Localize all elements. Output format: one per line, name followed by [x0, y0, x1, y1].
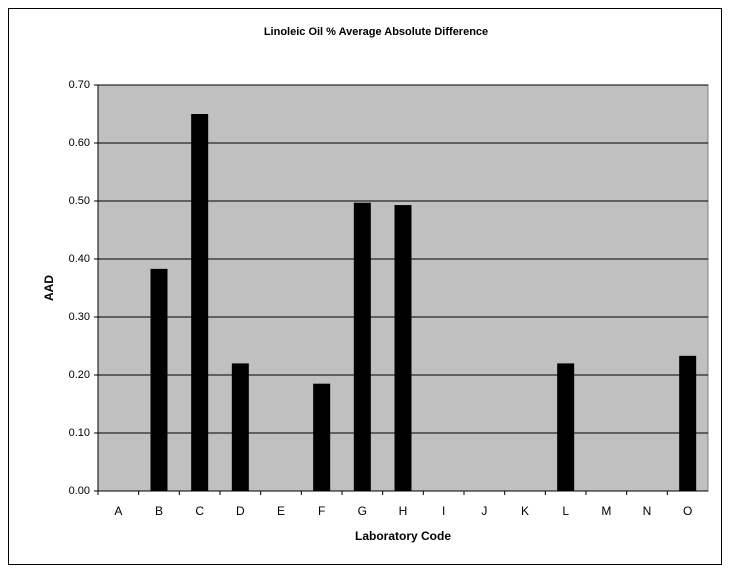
- bar: [353, 202, 371, 492]
- bar: [150, 268, 168, 491]
- bar: [313, 383, 331, 491]
- x-tick-label: I: [442, 504, 445, 518]
- x-tick-label: D: [236, 504, 245, 518]
- y-tick-label: 0.20: [69, 369, 90, 381]
- x-axis-title: Laboratory Code: [355, 529, 451, 543]
- bar: [394, 205, 412, 491]
- y-tick-label: 0.50: [69, 195, 90, 207]
- x-tick-label: B: [155, 504, 163, 518]
- x-tick-label: G: [358, 504, 367, 518]
- x-tick-label: J: [481, 504, 487, 518]
- x-tick-label: F: [318, 504, 325, 518]
- bar: [679, 355, 697, 491]
- y-tick-label: 0.30: [69, 311, 90, 323]
- y-tick-label: 0.60: [69, 137, 90, 149]
- x-tick-label: H: [399, 504, 408, 518]
- y-axis-title: AAD: [42, 275, 56, 301]
- bar: [231, 363, 249, 491]
- x-tick-label: M: [601, 504, 611, 518]
- x-tick-label: L: [562, 504, 569, 518]
- x-tick-label: O: [683, 504, 692, 518]
- x-tick-label: E: [277, 504, 285, 518]
- y-tick-label: 0.40: [69, 253, 90, 265]
- x-tick-label: A: [114, 504, 122, 518]
- x-tick-label: C: [195, 504, 204, 518]
- y-tick-label: 0.00: [69, 485, 90, 497]
- chart-title: Linoleic Oil % Average Absolute Differen…: [264, 26, 488, 38]
- x-tick-label: N: [643, 504, 652, 518]
- bar: [557, 363, 575, 491]
- x-tick-label: K: [521, 504, 529, 518]
- bar: [191, 114, 209, 491]
- y-tick-label: 0.10: [69, 427, 90, 439]
- y-tick-label: 0.70: [69, 79, 90, 91]
